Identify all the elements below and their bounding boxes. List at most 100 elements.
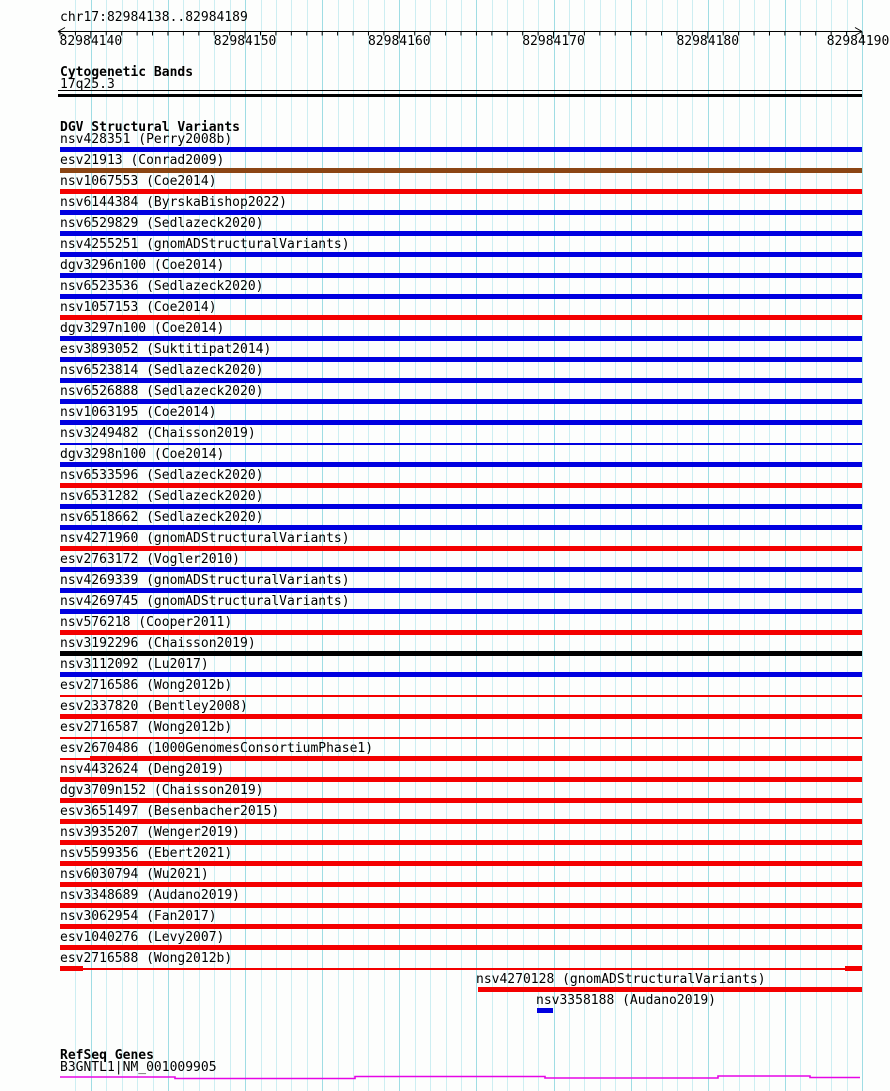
variant-label[interactable]: dgv3297n100 (Coe2014) [60, 321, 225, 336]
variant-label[interactable]: nsv6523536 (Sedlazeck2020) [60, 279, 264, 294]
variant-bar[interactable] [60, 695, 862, 697]
variant-bar[interactable] [60, 630, 862, 635]
variant-bar[interactable] [60, 798, 862, 803]
variant-bar[interactable] [60, 840, 862, 845]
variant-label[interactable]: esv2337820 (Bentley2008) [60, 699, 248, 714]
variant-bar[interactable] [60, 315, 862, 320]
variant-bar[interactable] [60, 189, 862, 194]
variant-label[interactable]: nsv6144384 (ByrskaBishop2022) [60, 195, 287, 210]
variant-bar[interactable] [60, 714, 862, 719]
cytoband-label[interactable]: 17q25.3 [60, 77, 115, 92]
variant-label[interactable]: esv2716588 (Wong2012b) [60, 951, 233, 966]
variant-bar[interactable] [60, 945, 862, 950]
variant-label[interactable]: nsv6523814 (Sedlazeck2020) [60, 363, 264, 378]
variant-bar[interactable] [60, 672, 862, 677]
variant-bar[interactable] [60, 651, 862, 656]
variant-bar[interactable] [60, 483, 862, 488]
variant-bar[interactable] [83, 968, 845, 970]
variant-bar[interactable] [60, 609, 862, 614]
variant-label[interactable]: esv2670486 (1000GenomesConsortiumPhase1) [60, 741, 374, 756]
variant-label[interactable]: nsv1057153 (Coe2014) [60, 300, 217, 315]
variant-bar[interactable] [60, 273, 862, 278]
ruler-tick-label: 82984190 [826, 34, 890, 49]
variant-bar[interactable] [60, 525, 862, 530]
ruler-tick-label: 82984180 [676, 34, 740, 49]
gene-structure-line[interactable] [0, 1070, 890, 1084]
variant-bar[interactable] [60, 252, 862, 257]
variant-bar[interactable] [60, 758, 90, 760]
variant-label[interactable]: nsv4432624 (Deng2019) [60, 762, 225, 777]
variant-bar[interactable] [537, 1008, 553, 1013]
refseq-gene-label[interactable]: B3GNTL1|NM_001009905 [60, 1060, 217, 1075]
variant-bar[interactable] [60, 777, 862, 782]
variant-label[interactable]: dgv3298n100 (Coe2014) [60, 447, 225, 462]
variant-label[interactable]: nsv3358188 (Audano2019) [536, 993, 717, 1008]
variant-label[interactable]: nsv3062954 (Fan2017) [60, 909, 217, 924]
variant-label[interactable]: esv3651497 (Besenbacher2015) [60, 804, 280, 819]
variant-bar[interactable] [60, 903, 862, 908]
variant-label[interactable]: esv2716587 (Wong2012b) [60, 720, 233, 735]
variant-bar[interactable] [60, 231, 862, 236]
variant-label[interactable]: nsv1063195 (Coe2014) [60, 405, 217, 420]
variant-label[interactable]: esv1040276 (Levy2007) [60, 930, 225, 945]
variant-bar[interactable] [60, 966, 83, 971]
ruler-tick-label: 82984140 [59, 34, 123, 49]
variant-bar[interactable] [90, 756, 862, 761]
ruler-mark [57, 27, 66, 32]
variant-bar[interactable] [845, 966, 862, 971]
variant-bar[interactable] [60, 924, 862, 929]
variant-bar[interactable] [60, 546, 862, 551]
cytogenetic-bands-title: Cytogenetic Bands [60, 65, 194, 80]
variant-label[interactable]: nsv4271960 (gnomADStructuralVariants) [60, 531, 350, 546]
variant-bar[interactable] [60, 357, 862, 362]
variant-bar[interactable] [60, 168, 862, 173]
variant-label[interactable]: nsv6030794 (Wu2021) [60, 867, 209, 882]
coordinate-ruler [57, 27, 863, 39]
variant-label[interactable]: nsv3112092 (Lu2017) [60, 657, 209, 672]
variant-bar[interactable] [60, 336, 862, 341]
variant-label[interactable]: nsv3249482 (Chaisson2019) [60, 426, 256, 441]
variant-label[interactable]: nsv3348689 (Audano2019) [60, 888, 241, 903]
variant-bar[interactable] [60, 819, 862, 824]
variant-label[interactable]: nsv5599356 (Ebert2021) [60, 846, 233, 861]
variant-label[interactable]: nsv4255251 (gnomADStructuralVariants) [60, 237, 350, 252]
variant-label[interactable]: nsv4269339 (gnomADStructuralVariants) [60, 573, 350, 588]
variant-bar[interactable] [60, 420, 862, 425]
variant-label[interactable]: esv2716586 (Wong2012b) [60, 678, 233, 693]
variant-bar[interactable] [60, 882, 862, 887]
variant-bar[interactable] [60, 462, 862, 467]
variant-bar[interactable] [60, 567, 862, 572]
cytoband-bar[interactable] [58, 94, 862, 97]
variant-label[interactable]: nsv1067553 (Coe2014) [60, 174, 217, 189]
variant-label[interactable]: nsv6529829 (Sedlazeck2020) [60, 216, 264, 231]
variant-bar[interactable] [478, 987, 862, 992]
variant-label[interactable]: nsv6518662 (Sedlazeck2020) [60, 510, 264, 525]
variant-label[interactable]: esv3893052 (Suktitipat2014) [60, 342, 272, 357]
variant-bar[interactable] [60, 443, 862, 445]
variant-label[interactable]: nsv6531282 (Sedlazeck2020) [60, 489, 264, 504]
variant-bar[interactable] [60, 378, 862, 383]
variant-label[interactable]: nsv4269745 (gnomADStructuralVariants) [60, 594, 350, 609]
variant-label[interactable]: nsv6533596 (Sedlazeck2020) [60, 468, 264, 483]
variant-label[interactable]: dgv3296n100 (Coe2014) [60, 258, 225, 273]
variant-label[interactable]: esv2763172 (Vogler2010) [60, 552, 241, 567]
variant-label[interactable]: dgv3709n152 (Chaisson2019) [60, 783, 264, 798]
variant-bar[interactable] [60, 210, 862, 215]
variant-bar[interactable] [60, 861, 862, 866]
variant-bar[interactable] [60, 588, 862, 593]
ruler-mark [57, 31, 66, 36]
ruler-mark [854, 27, 863, 32]
variant-bar[interactable] [60, 294, 862, 299]
variant-bar[interactable] [60, 147, 862, 152]
gene-intron-line[interactable] [60, 1075, 860, 1080]
variant-label[interactable]: nsv3935207 (Wenger2019) [60, 825, 241, 840]
variant-label[interactable]: nsv428351 (Perry2008b) [60, 132, 233, 147]
variant-label[interactable]: nsv576218 (Cooper2011) [60, 615, 233, 630]
variant-bar[interactable] [60, 737, 862, 739]
variant-label[interactable]: nsv6526888 (Sedlazeck2020) [60, 384, 264, 399]
variant-label[interactable]: nsv4270128 (gnomADStructuralVariants) [476, 972, 766, 987]
variant-bar[interactable] [60, 399, 862, 404]
variant-label[interactable]: esv21913 (Conrad2009) [60, 153, 225, 168]
variant-bar[interactable] [60, 504, 862, 509]
variant-label[interactable]: nsv3192296 (Chaisson2019) [60, 636, 256, 651]
